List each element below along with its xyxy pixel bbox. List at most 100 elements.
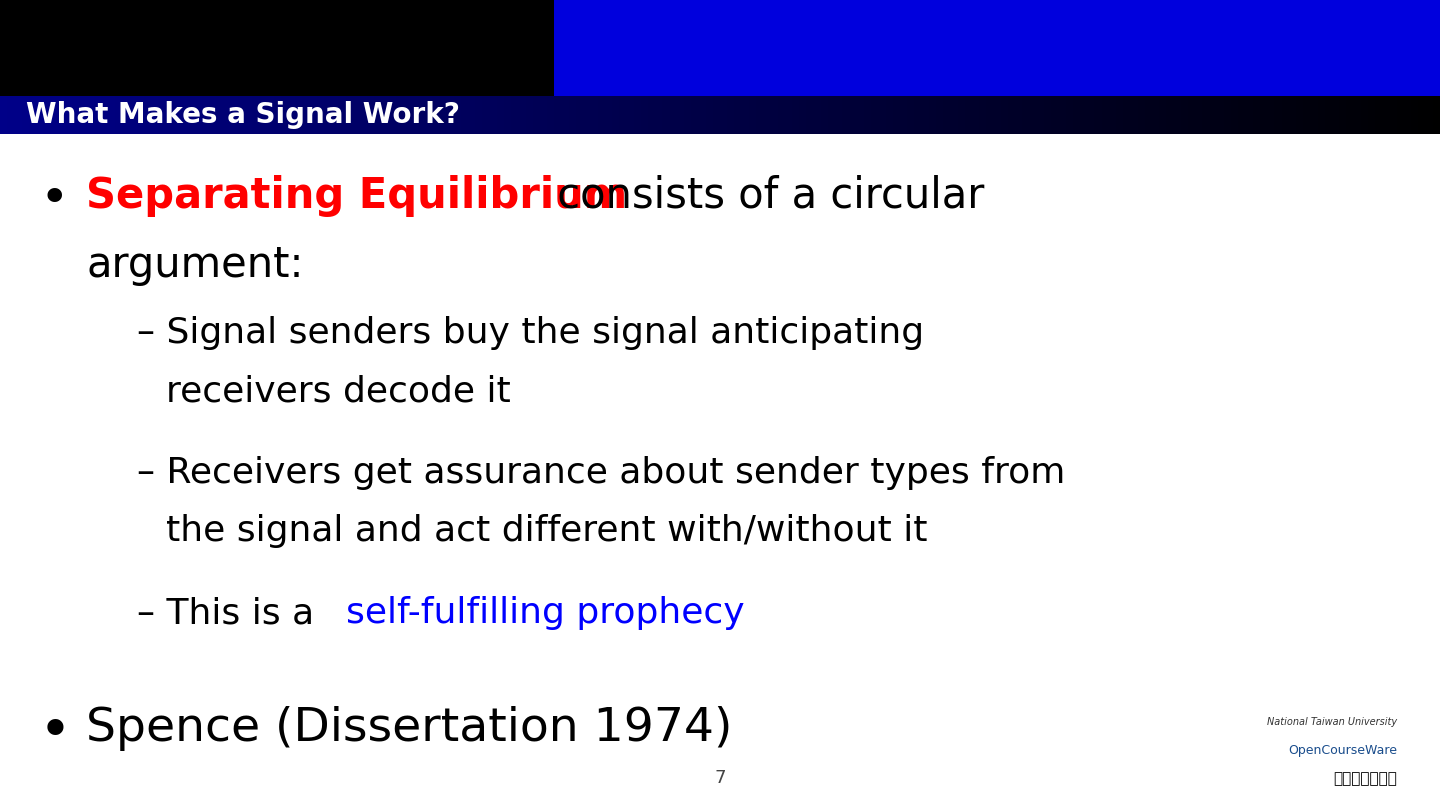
Bar (151, 96, 158, 134)
Bar (1145, 96, 1152, 134)
Bar (907, 96, 914, 134)
Bar (1310, 96, 1318, 134)
Bar (396, 96, 403, 134)
Text: – This is a: – This is a (137, 596, 325, 630)
Bar (871, 96, 878, 134)
Bar (432, 96, 439, 134)
Bar (1001, 96, 1008, 134)
Bar (101, 96, 108, 134)
Bar (806, 96, 814, 134)
Bar (950, 96, 958, 134)
Bar (619, 96, 626, 134)
Bar (166, 96, 173, 134)
Bar (626, 96, 634, 134)
Bar (1188, 96, 1195, 134)
Bar (108, 96, 115, 134)
Text: Separating Equilibrium: Separating Equilibrium (86, 175, 628, 217)
Bar (1181, 96, 1188, 134)
Bar (266, 96, 274, 134)
Bar (130, 96, 137, 134)
Bar (698, 96, 706, 134)
Text: – Signal senders buy the signal anticipating: – Signal senders buy the signal anticipa… (137, 316, 924, 350)
Bar (346, 96, 353, 134)
Bar (1339, 96, 1346, 134)
Bar (1066, 96, 1073, 134)
Bar (706, 96, 713, 134)
Bar (958, 96, 965, 134)
Bar (518, 96, 526, 134)
Bar (857, 96, 864, 134)
Bar (547, 96, 554, 134)
Bar (382, 96, 389, 134)
Bar (1361, 96, 1368, 134)
Bar (1030, 96, 1037, 134)
Bar (446, 96, 454, 134)
Bar (641, 96, 648, 134)
Bar (583, 96, 590, 134)
Bar (677, 96, 684, 134)
Bar (86, 96, 94, 134)
Bar (742, 96, 749, 134)
Bar (1166, 96, 1174, 134)
Bar (533, 96, 540, 134)
Bar (1202, 96, 1210, 134)
Bar (7, 96, 14, 134)
Bar (252, 96, 259, 134)
Text: 7: 7 (714, 769, 726, 787)
Bar (1044, 96, 1051, 134)
Bar (504, 96, 511, 134)
Bar (929, 96, 936, 134)
Bar (245, 96, 252, 134)
Bar (1260, 96, 1267, 134)
Bar (36, 96, 43, 134)
Bar (900, 96, 907, 134)
Bar (1210, 96, 1217, 134)
Text: consists of a circular: consists of a circular (544, 175, 985, 217)
Bar (1152, 96, 1159, 134)
Bar (778, 96, 785, 134)
Bar (353, 96, 360, 134)
Bar (662, 96, 670, 134)
Bar (785, 96, 792, 134)
Bar (842, 96, 850, 134)
Bar (1289, 96, 1296, 134)
Bar (1404, 96, 1411, 134)
Bar (194, 96, 202, 134)
Bar (1375, 96, 1382, 134)
Bar (173, 96, 180, 134)
Bar (1087, 96, 1094, 134)
Bar (828, 96, 835, 134)
Text: 臺大開放式課程: 臺大開放式課程 (1333, 771, 1397, 787)
Bar (1051, 96, 1058, 134)
Bar (1411, 96, 1418, 134)
Bar (403, 96, 410, 134)
Bar (713, 96, 720, 134)
Bar (612, 96, 619, 134)
Bar (1382, 96, 1390, 134)
Bar (670, 96, 677, 134)
Bar (965, 96, 972, 134)
Bar (1397, 96, 1404, 134)
Bar (886, 96, 893, 134)
Bar (0, 96, 7, 134)
Bar (1130, 96, 1138, 134)
Bar (878, 96, 886, 134)
Bar (727, 96, 734, 134)
Text: self-fulfilling prophecy: self-fulfilling prophecy (346, 596, 744, 630)
Bar (864, 96, 871, 134)
Bar (1109, 96, 1116, 134)
Bar (475, 96, 482, 134)
Bar (936, 96, 943, 134)
Bar (1246, 96, 1253, 134)
Bar (259, 96, 266, 134)
Bar (540, 96, 547, 134)
Bar (418, 96, 425, 134)
Bar (526, 96, 533, 134)
Bar (1138, 96, 1145, 134)
Bar (590, 96, 598, 134)
Bar (562, 96, 569, 134)
Bar (979, 96, 986, 134)
Bar (202, 96, 209, 134)
Bar (1102, 96, 1109, 134)
Text: argument:: argument: (86, 244, 304, 286)
